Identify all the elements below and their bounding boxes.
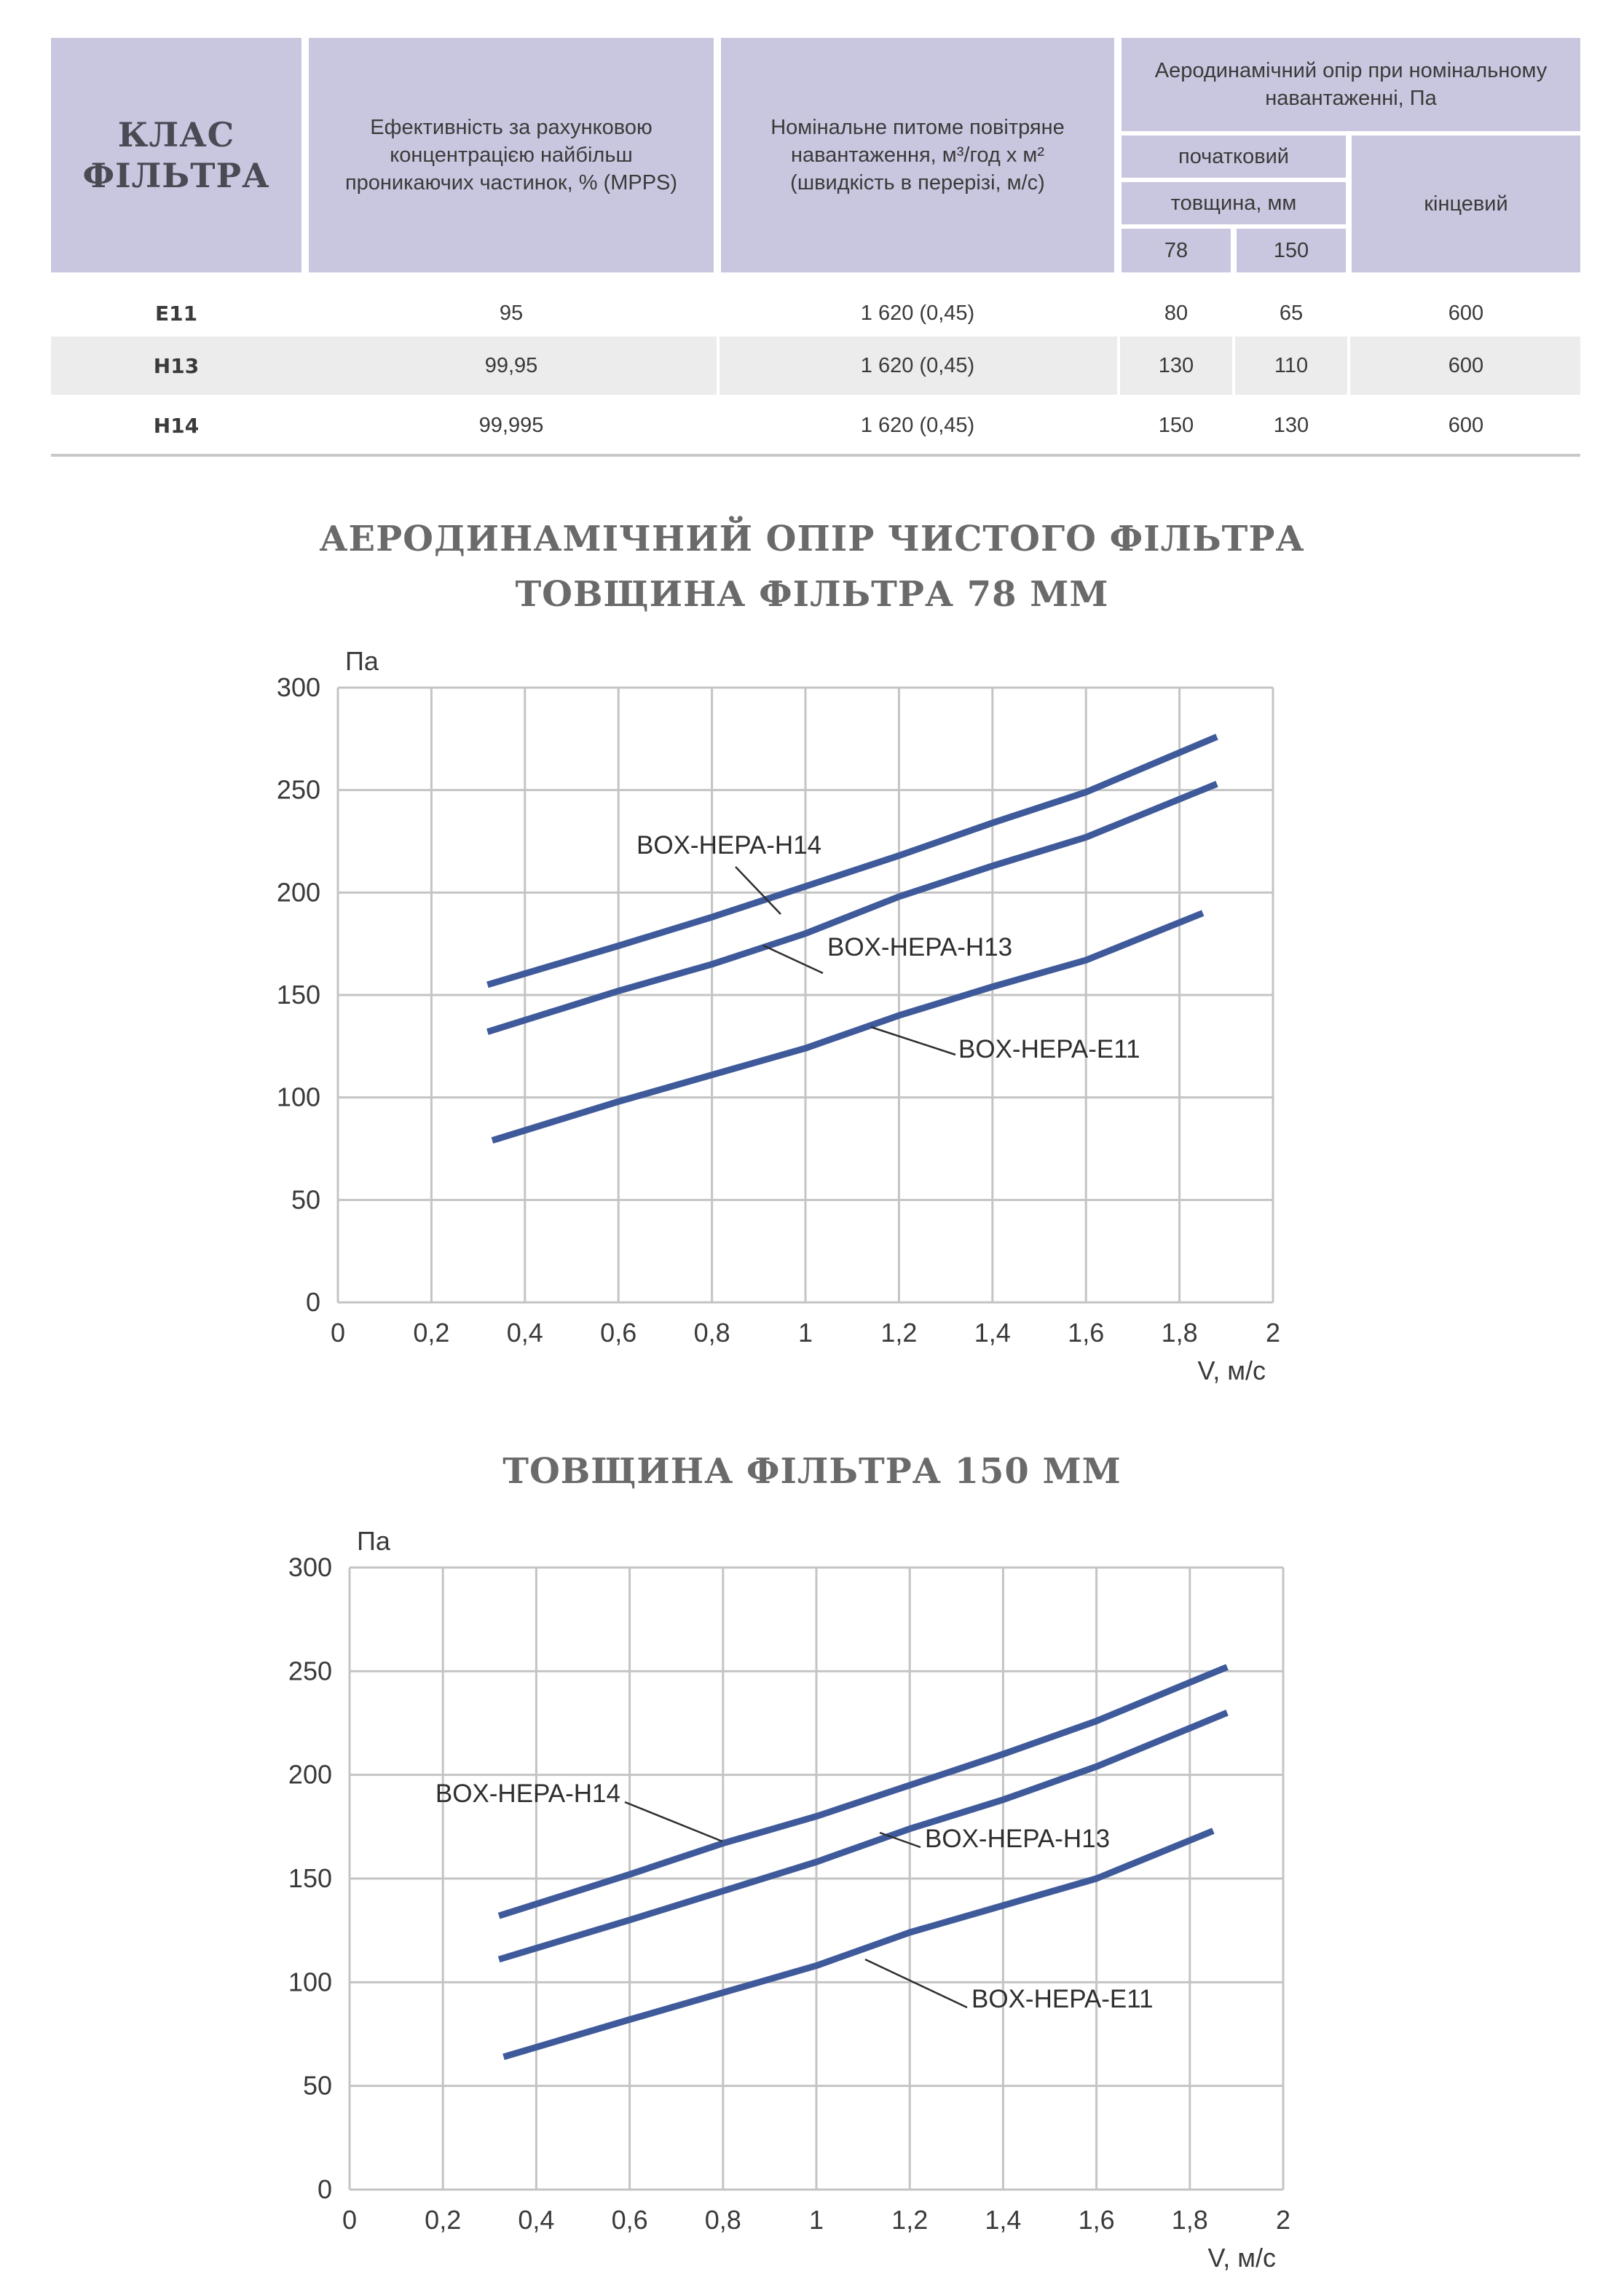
table-row: H14 99,995 1 620 (0,45) 150 130 600 [51, 396, 1580, 455]
resistance-150-cell: 110 [1274, 353, 1309, 377]
table-row: H13 99,95 1 620 (0,45) 130 110 600 [51, 337, 1580, 395]
efficiency-cell: 99,995 [478, 413, 544, 437]
final-cell: 600 [1448, 301, 1484, 325]
resistance-78-cell: 130 [1158, 353, 1194, 377]
table-bottom-rule [51, 454, 1580, 457]
class-cell: H14 [153, 413, 200, 438]
header-class: КЛАС ФІЛЬТРА [51, 38, 301, 272]
resistance-78-cell: 150 [1158, 413, 1194, 437]
chart1-title: АЕРОДИНАМІЧНИЙ ОПІР ЧИСТОГО ФІЛЬТРА [319, 519, 1305, 559]
load-cell: 1 620 (0,45) [860, 413, 975, 437]
header-thickness-78: 78 [1122, 229, 1231, 272]
table-row: E11 95 1 620 (0,45) 80 65 600 [51, 284, 1580, 342]
x-tick-label: 1,4 [974, 1318, 1011, 1348]
series-line [486, 781, 1218, 1035]
series-label: BOX-HEPA-H13 [827, 933, 1012, 961]
y-tick-label: 250 [277, 775, 320, 805]
load-cell: 1 620 (0,45) [860, 353, 975, 377]
series-leader-line [735, 866, 781, 915]
final-cell: 600 [1448, 413, 1484, 437]
x-tick-label: 0,4 [507, 1318, 543, 1348]
x-axis-label: V, м/с [1198, 1356, 1266, 1385]
final-cell: 600 [1448, 353, 1484, 377]
y-tick-label: 150 [277, 980, 320, 1010]
chart2-title: ТОВЩИНА ФІЛЬТРА 150 ММ [502, 1451, 1122, 1492]
x-tick-label: 0 [331, 1318, 345, 1348]
x-tick-label: 1,6 [1068, 1318, 1104, 1348]
header-efficiency: Ефективність за рахунковою концентрацією… [309, 38, 714, 272]
class-cell: H13 [153, 353, 200, 378]
efficiency-cell: 95 [499, 301, 524, 325]
series-label: BOX-HEPA-H14 [636, 831, 821, 860]
header-resistance: Аеродинамічний опір при номінальному нав… [1122, 38, 1580, 131]
x-tick-label: 1 [798, 1318, 813, 1348]
load-cell: 1 620 (0,45) [860, 301, 975, 325]
x-tick-label: 1,8 [1162, 1318, 1198, 1348]
header-load: Номінальне питоме повітряне навантаження… [721, 38, 1114, 272]
efficiency-cell: 99,95 [484, 353, 538, 377]
series-line [491, 910, 1205, 1144]
y-axis-label: Па [345, 646, 379, 676]
resistance-150-cell: 65 [1279, 301, 1304, 325]
resistance-150-cell: 130 [1273, 413, 1309, 437]
x-tick-label: 1,2 [880, 1318, 917, 1348]
header-thickness-150: 150 [1237, 229, 1346, 272]
x-tick-label: 0,8 [694, 1318, 730, 1348]
x-tick-label: 0,2 [413, 1318, 449, 1348]
class-cell: E11 [154, 301, 198, 326]
y-tick-label: 200 [277, 877, 320, 907]
chart1-subtitle: ТОВЩИНА ФІЛЬТРА 78 ММ [515, 574, 1109, 615]
y-tick-label: 0 [306, 1287, 320, 1317]
header-thickness: товщина, мм [1122, 182, 1346, 224]
y-tick-label: 100 [277, 1082, 320, 1112]
header-final: кінцевий [1352, 135, 1580, 272]
series-leader-line [870, 1026, 956, 1056]
series-line [486, 734, 1218, 988]
x-tick-label: 0,6 [600, 1318, 636, 1348]
resistance-78-cell: 80 [1164, 301, 1189, 325]
header-initial: початковий [1122, 135, 1346, 178]
series-label: BOX-HEPA-E11 [958, 1035, 1140, 1063]
y-tick-label: 300 [277, 672, 320, 702]
series-leader-line [762, 944, 824, 975]
y-tick-label: 50 [291, 1184, 320, 1214]
x-tick-label: 2 [1266, 1318, 1280, 1348]
